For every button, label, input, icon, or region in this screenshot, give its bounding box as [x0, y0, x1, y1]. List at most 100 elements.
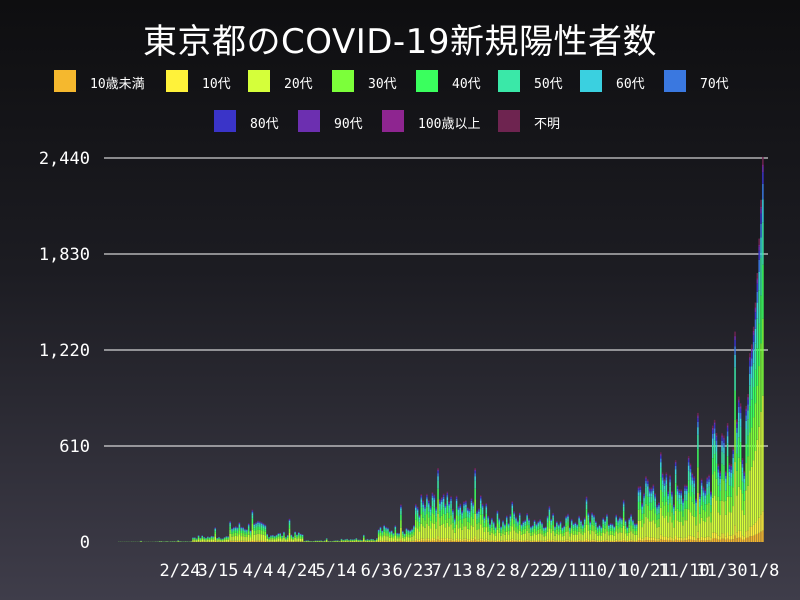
bar-segment — [734, 419, 736, 463]
bar-stack — [554, 525, 556, 542]
x-tick-label: 6/23 — [393, 561, 434, 581]
bar-segment — [751, 466, 753, 527]
bar-segment — [689, 485, 692, 497]
bar-stack — [732, 447, 734, 542]
bar-segment — [557, 526, 560, 529]
bar-segment — [645, 478, 647, 481]
bar-segment — [708, 539, 710, 542]
bar-segment — [656, 508, 658, 511]
bar-segment — [342, 541, 345, 542]
bar-segment — [751, 526, 753, 537]
bar-segment — [207, 538, 209, 540]
bar-segment — [476, 541, 478, 542]
bar-segment — [624, 525, 627, 529]
bar-segment — [732, 449, 734, 452]
bar-segment — [392, 535, 395, 537]
bar-segment — [478, 513, 480, 518]
bar-segment — [756, 439, 759, 521]
bar-segment — [751, 344, 753, 349]
bar-segment — [606, 513, 608, 515]
bar-segment — [743, 482, 746, 491]
bar-stack — [537, 520, 540, 542]
bar-segment — [199, 540, 202, 542]
bar-segment — [435, 506, 437, 508]
bar-segment — [589, 534, 591, 541]
bar-segment — [520, 524, 523, 525]
bar-stack — [370, 538, 372, 542]
bar-segment — [387, 540, 389, 542]
bar-segment — [299, 535, 302, 538]
bar-segment — [474, 488, 476, 500]
bar-segment — [192, 539, 194, 541]
bar-segment — [647, 489, 649, 497]
bar-segment — [725, 514, 727, 537]
bar-segment — [479, 496, 482, 498]
bar-segment — [214, 536, 217, 541]
bar-stack — [181, 541, 183, 542]
bar-stack — [518, 512, 521, 542]
bar-segment — [751, 366, 753, 379]
bar-segment — [725, 475, 727, 479]
bar-segment — [661, 474, 664, 476]
bar-segment — [648, 496, 651, 503]
bar-segment — [483, 523, 486, 527]
bar-segment — [203, 538, 205, 541]
bar-segment — [240, 533, 243, 537]
bar-segment — [637, 495, 640, 502]
bar-segment — [504, 526, 506, 529]
bar-segment — [611, 525, 614, 527]
bar-stack — [268, 536, 270, 542]
bar-segment — [734, 535, 736, 542]
bar-stack — [593, 514, 595, 542]
bar-segment — [457, 505, 460, 507]
bar-segment — [288, 541, 291, 542]
bar-segment — [444, 504, 447, 505]
bar-segment — [405, 536, 408, 541]
bar-segment — [177, 541, 179, 542]
bar-segment — [489, 528, 491, 531]
bar-segment — [533, 523, 536, 526]
bar-segment — [665, 480, 668, 485]
bar-segment — [710, 505, 712, 513]
bar-segment — [418, 522, 421, 527]
bar-segment — [628, 541, 630, 542]
x-tick-label: 3/15 — [198, 561, 239, 581]
bar-segment — [262, 524, 265, 526]
bar-segment — [422, 501, 424, 502]
bar-segment — [702, 490, 705, 493]
bar-segment — [463, 538, 465, 541]
bar-segment — [589, 529, 591, 535]
bar-segment — [413, 527, 415, 530]
bar-segment — [455, 508, 458, 516]
bar-segment — [650, 488, 653, 490]
bar-segment — [420, 514, 423, 524]
bar-segment — [585, 540, 588, 542]
bar-segment — [507, 523, 510, 525]
bar-segment — [286, 536, 289, 537]
bar-segment — [272, 536, 274, 537]
bar-segment — [466, 540, 469, 542]
bar-segment — [628, 524, 630, 528]
bar-stack — [218, 536, 220, 542]
bar-segment — [565, 539, 567, 542]
bar-segment — [587, 520, 590, 525]
bar-segment — [268, 538, 270, 540]
bar-segment — [439, 499, 441, 501]
bar-stack — [240, 526, 243, 542]
bar-segment — [426, 495, 428, 496]
bar-segment — [739, 413, 742, 419]
bar-segment — [199, 538, 202, 540]
bar-segment — [262, 540, 265, 542]
bar-segment — [283, 533, 285, 535]
bar-segment — [669, 477, 671, 480]
bar-segment — [621, 532, 623, 541]
bar-segment — [416, 539, 419, 541]
bar-segment — [650, 502, 653, 511]
bar-segment — [459, 527, 462, 539]
bar-segment — [762, 511, 764, 531]
bar-segment — [738, 421, 740, 438]
bar-stack — [411, 528, 413, 542]
bar-stack — [381, 530, 384, 542]
bar-segment — [661, 536, 664, 540]
